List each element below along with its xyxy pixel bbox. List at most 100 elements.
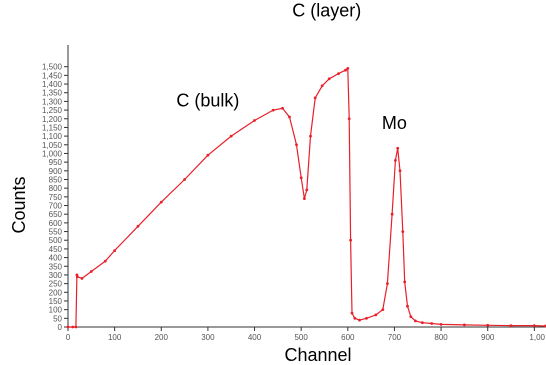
data-point [381, 308, 385, 311]
data-point [349, 238, 352, 242]
y-tick-label: 200 [49, 288, 63, 297]
data-point [346, 67, 350, 70]
y-tick-label: 1,100 [42, 132, 63, 141]
data-point [403, 280, 407, 284]
data-point [374, 313, 378, 317]
x-tick-label: 500 [294, 333, 308, 342]
y-tick-label: 500 [49, 236, 63, 245]
y-tick-label: 1,150 [42, 123, 63, 132]
data-point [281, 106, 284, 110]
data-point [229, 134, 233, 138]
data-point [206, 153, 210, 157]
data-point [353, 316, 357, 320]
y-tick-label: 300 [49, 271, 63, 280]
data-point [401, 230, 405, 234]
data-point [394, 159, 397, 162]
data-point [80, 277, 84, 280]
y-tick-label: 900 [49, 167, 63, 176]
annotation-layer: C (bulk) C (layer) Mo [176, 0, 407, 133]
y-tick-label: 1,050 [42, 141, 63, 150]
y-tick-label: 400 [49, 254, 63, 263]
data-point [271, 108, 275, 112]
y-tick-label: 600 [49, 219, 63, 228]
data-point [365, 316, 368, 320]
x-axis-ticks: 0 100 200 300 400 500 600 700 800 900 1,00 [66, 327, 546, 342]
data-point [136, 224, 140, 228]
x-tick-label: 700 [388, 333, 402, 342]
x-tick-label: 1,00 [529, 333, 545, 342]
data-point [463, 323, 466, 327]
data-point [313, 96, 317, 100]
data-point [439, 323, 443, 326]
data-point [327, 77, 331, 81]
data-point [320, 84, 324, 88]
y-tick-label: 100 [49, 306, 63, 315]
y-tick-label: 1,350 [42, 89, 63, 98]
y-tick-label: 700 [49, 202, 63, 211]
data-point [430, 322, 434, 325]
peak-annotation: C (layer) [292, 0, 361, 20]
peak-annotation: C (bulk) [176, 91, 239, 111]
y-axis-title: Counts [9, 176, 29, 233]
data-point [75, 275, 79, 279]
data-point [113, 249, 116, 253]
data-point [288, 115, 291, 119]
x-tick-label: 100 [108, 333, 122, 342]
y-tick-label: 1,450 [42, 71, 63, 80]
y-tick-label: 350 [49, 262, 63, 271]
y-tick-label: 0 [58, 323, 63, 332]
y-tick-label: 950 [49, 158, 63, 167]
y-tick-label: 450 [49, 245, 63, 254]
y-axis-ticks: 0501001502002503003504004505005506006507… [42, 63, 68, 332]
x-tick-label: 0 [66, 333, 71, 342]
data-point [390, 212, 394, 216]
y-tick-label: 150 [49, 297, 63, 306]
data-point [486, 323, 490, 327]
data-point [74, 325, 78, 329]
data-point [89, 270, 93, 273]
y-tick-label: 1,000 [42, 149, 63, 158]
data-point [309, 134, 312, 138]
data-point [66, 325, 70, 329]
data-point [295, 143, 298, 147]
y-tick-label: 800 [49, 184, 63, 193]
x-tick-label: 300 [201, 333, 215, 342]
data-point [183, 178, 187, 181]
data-point [358, 318, 361, 322]
y-tick-label: 1,250 [42, 106, 63, 115]
data-point [414, 319, 417, 323]
data-point [303, 197, 306, 201]
data-point [350, 311, 354, 315]
data-point [406, 304, 409, 308]
data-point [396, 146, 400, 150]
x-tick-label: 400 [248, 333, 262, 342]
y-tick-label: 850 [49, 175, 63, 184]
y-tick-label: 550 [49, 228, 63, 237]
data-point [71, 325, 75, 329]
data-point [532, 324, 536, 327]
y-tick-label: 1,400 [42, 80, 63, 89]
data-point [398, 169, 402, 173]
x-axis-title: Channel [284, 345, 351, 365]
y-tick-label: 1,500 [42, 63, 63, 72]
x-tick-label: 600 [341, 333, 355, 342]
data-point [299, 176, 303, 180]
x-tick-label: 800 [434, 333, 448, 342]
series-layer [66, 67, 546, 329]
data-point [409, 315, 413, 318]
data-point [305, 188, 309, 192]
x-tick-label: 900 [481, 333, 495, 342]
data-point [337, 72, 340, 75]
y-tick-label: 1,200 [42, 115, 63, 124]
data-point [344, 68, 347, 72]
y-tick-label: 50 [53, 314, 62, 323]
y-tick-label: 250 [49, 280, 63, 289]
peak-annotation: Mo [382, 113, 407, 133]
x-tick-label: 200 [155, 333, 169, 342]
series-line [68, 67, 546, 328]
data-point [421, 321, 424, 325]
data-point [103, 259, 107, 263]
data-point [347, 117, 351, 121]
y-tick-label: 650 [49, 210, 63, 219]
